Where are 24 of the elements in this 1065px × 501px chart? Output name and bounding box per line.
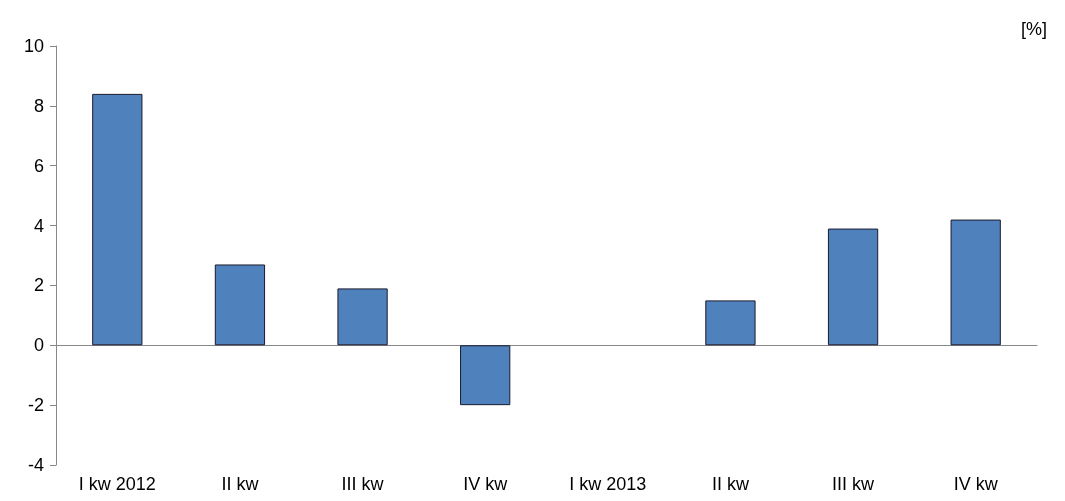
- y-tick-label: 2: [33, 275, 44, 296]
- y-tick-label: 6: [33, 155, 44, 176]
- y-tick-label: -4: [27, 455, 44, 475]
- bar: [92, 93, 143, 346]
- y-tick-label: 0: [33, 335, 44, 356]
- x-tick-label: III kw: [832, 474, 876, 494]
- bar: [460, 345, 511, 406]
- x-tick-label: IV kw: [953, 474, 999, 494]
- bar: [950, 219, 1001, 346]
- y-tick-label: 4: [33, 215, 44, 236]
- bar: [827, 228, 879, 346]
- x-tick-label: II kw: [711, 474, 750, 494]
- bar: [705, 300, 756, 346]
- y-tick-label: 10: [23, 36, 44, 56]
- bar: [337, 288, 388, 346]
- x-tick-label: I kw 2013: [569, 474, 647, 494]
- y-tick-label: 8: [33, 95, 44, 116]
- x-tick-label: IV kw: [463, 474, 509, 494]
- x-tick-label: I kw 2012: [78, 474, 156, 494]
- bar: [214, 264, 266, 346]
- x-tick-label: II kw: [221, 474, 260, 494]
- x-tick-label: III kw: [341, 474, 385, 494]
- y-tick-label: -2: [27, 395, 44, 416]
- y-axis-title: [%]: [1020, 19, 1048, 39]
